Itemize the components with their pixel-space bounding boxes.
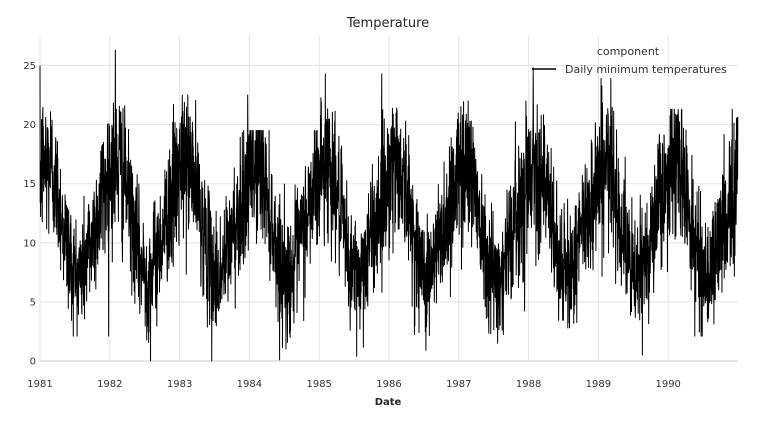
x-tick-label: 1984 [237,379,262,390]
x-tick-label: 1990 [655,379,680,390]
x-tick-label: 1981 [27,379,52,390]
x-tick-label: 1982 [97,379,122,390]
y-tick-label: 20 [23,120,36,131]
y-tick-label: 10 [23,238,36,249]
y-tick-label: 0 [30,357,36,368]
series-line-daily-minimum-temperatures [39,49,739,362]
x-tick-label: 1987 [446,379,471,390]
tick-labels: 0 5 10 15 20 25 1981 1982 1983 1984 1985 1986 1987 19… [23,61,681,390]
x-axis-label: Date [375,397,402,408]
y-tick-label: 5 [30,297,36,308]
x-tick-label: 1989 [586,379,611,390]
x-tick-label: 1986 [376,379,401,390]
x-tick-label: 1985 [306,379,331,390]
chart-title: Temperature [346,16,429,31]
x-tick-label: 1983 [167,379,192,390]
y-tick-label: 15 [23,179,36,190]
legend-title: component [597,45,660,58]
x-tick-label: 1988 [516,379,541,390]
legend-entry-label: Daily minimum temperatures [565,63,727,76]
legend: component Daily minimum temperatures [532,45,727,76]
y-tick-label: 25 [23,61,36,72]
